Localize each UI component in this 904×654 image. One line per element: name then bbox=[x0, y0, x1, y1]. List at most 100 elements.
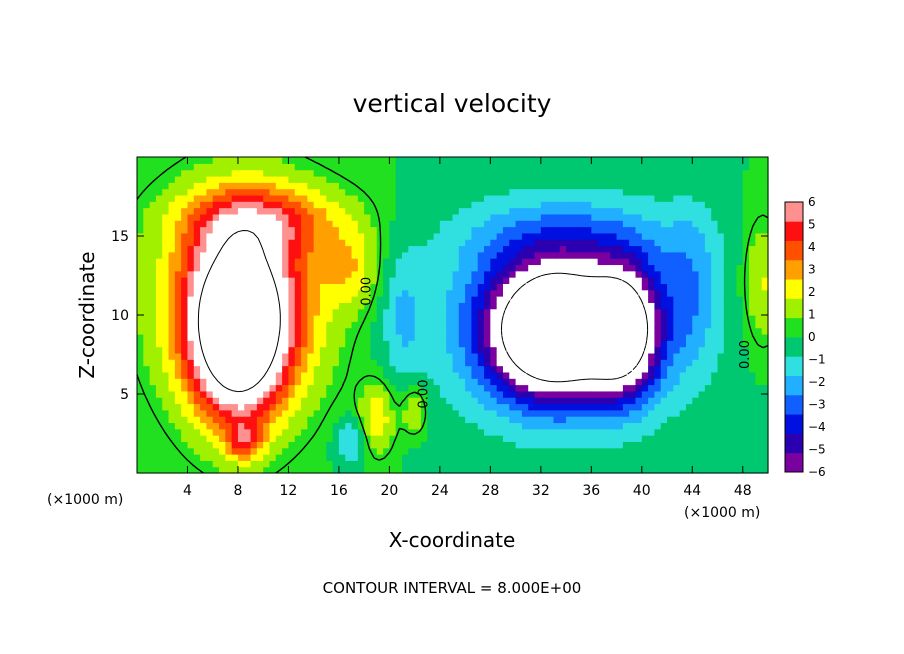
heatmap-cell bbox=[263, 416, 271, 424]
heatmap-cell bbox=[761, 182, 769, 190]
heatmap-cell bbox=[685, 378, 693, 386]
heatmap-cell bbox=[685, 390, 693, 398]
heatmap-cell bbox=[521, 371, 529, 379]
heatmap-cell bbox=[168, 251, 176, 259]
heatmap-cell bbox=[610, 194, 618, 202]
heatmap-cell bbox=[755, 371, 763, 379]
heatmap-cell bbox=[717, 157, 725, 164]
heatmap-cell bbox=[711, 163, 719, 171]
heatmap-cell bbox=[679, 397, 687, 405]
heatmap-cell bbox=[603, 447, 611, 455]
heatmap-cell bbox=[345, 460, 353, 468]
heatmap-cell bbox=[730, 397, 738, 405]
heatmap-cell bbox=[307, 321, 315, 329]
heatmap-cell bbox=[553, 169, 561, 177]
heatmap-cell bbox=[370, 207, 378, 215]
heatmap-cell bbox=[408, 365, 416, 373]
heatmap-cell bbox=[521, 169, 529, 177]
heatmap-cell bbox=[155, 270, 163, 278]
heatmap-cell bbox=[591, 188, 599, 196]
heatmap-cell bbox=[667, 422, 674, 430]
heatmap-cell bbox=[212, 397, 220, 405]
heatmap-cell bbox=[219, 182, 226, 190]
heatmap-cell bbox=[566, 403, 573, 411]
heatmap-cell bbox=[515, 359, 523, 367]
heatmap-cell bbox=[389, 296, 397, 303]
heatmap-cell bbox=[667, 397, 674, 405]
heatmap-cell bbox=[225, 302, 233, 310]
heatmap-cell bbox=[553, 352, 561, 360]
heatmap-cell bbox=[446, 169, 454, 177]
heatmap-cell bbox=[458, 283, 466, 291]
heatmap-cell bbox=[250, 264, 258, 272]
heatmap-cell bbox=[685, 454, 693, 461]
heatmap-cell bbox=[219, 188, 226, 196]
heatmap-cell bbox=[572, 194, 580, 202]
heatmap-cell bbox=[736, 403, 744, 411]
heatmap-cell bbox=[269, 220, 277, 228]
heatmap-cell bbox=[231, 384, 239, 392]
heatmap-cell bbox=[679, 428, 687, 436]
heatmap-cell bbox=[395, 251, 403, 259]
heatmap-cell bbox=[307, 201, 315, 209]
heatmap-cell bbox=[736, 175, 744, 183]
heatmap-cell bbox=[351, 409, 359, 417]
heatmap-cell bbox=[250, 277, 258, 284]
heatmap-cell bbox=[237, 258, 245, 266]
heatmap-cell bbox=[572, 163, 580, 171]
heatmap-cell bbox=[528, 403, 536, 411]
heatmap-cell bbox=[692, 264, 700, 272]
heatmap-cell bbox=[149, 201, 157, 209]
heatmap-cell bbox=[452, 454, 460, 461]
heatmap-cell bbox=[667, 169, 674, 177]
heatmap-cell bbox=[616, 201, 624, 209]
heatmap-cell bbox=[357, 283, 365, 291]
heatmap-cell bbox=[547, 454, 555, 461]
heatmap-cell bbox=[540, 365, 548, 373]
heatmap-cell bbox=[704, 352, 712, 360]
heatmap-cell bbox=[572, 333, 580, 341]
heatmap-cell bbox=[383, 283, 390, 291]
heatmap-cell bbox=[282, 277, 290, 284]
heatmap-cell bbox=[225, 346, 233, 354]
heatmap-cell bbox=[282, 359, 290, 367]
heatmap-cell bbox=[351, 182, 359, 190]
heatmap-cell bbox=[326, 352, 334, 360]
heatmap-cell bbox=[465, 277, 473, 284]
heatmap-cell bbox=[723, 194, 731, 202]
heatmap-cell bbox=[660, 346, 668, 354]
heatmap-cell bbox=[736, 397, 744, 405]
heatmap-cell bbox=[496, 201, 504, 209]
heatmap-cell bbox=[326, 327, 334, 335]
heatmap-cell bbox=[168, 207, 176, 215]
heatmap-cell bbox=[225, 352, 233, 360]
heatmap-cell bbox=[206, 277, 214, 284]
heatmap-cell bbox=[622, 194, 630, 202]
heatmap-cell bbox=[408, 397, 416, 405]
heatmap-cell bbox=[162, 264, 170, 272]
heatmap-cell bbox=[206, 239, 214, 247]
heatmap-cell bbox=[332, 245, 340, 253]
heatmap-cell bbox=[433, 435, 441, 442]
heatmap-cell bbox=[364, 435, 372, 442]
heatmap-cell bbox=[654, 226, 662, 234]
heatmap-cell bbox=[641, 264, 649, 272]
heatmap-cell bbox=[723, 365, 731, 373]
heatmap-cell bbox=[307, 277, 315, 284]
heatmap-cell bbox=[294, 409, 302, 417]
heatmap-cell bbox=[572, 409, 580, 417]
heatmap-cell bbox=[301, 289, 308, 297]
heatmap-cell bbox=[761, 207, 769, 215]
heatmap-cell bbox=[244, 251, 252, 259]
heatmap-cell bbox=[219, 194, 226, 202]
heatmap-cell bbox=[351, 220, 359, 228]
heatmap-cell bbox=[578, 422, 586, 430]
heatmap-cell bbox=[364, 169, 372, 177]
heatmap-cell bbox=[212, 232, 220, 240]
heatmap-cell bbox=[635, 460, 643, 468]
heatmap-cell bbox=[225, 340, 233, 348]
heatmap-cell bbox=[704, 340, 712, 348]
heatmap-cell bbox=[294, 359, 302, 367]
heatmap-cell bbox=[673, 416, 681, 424]
heatmap-cell bbox=[742, 239, 750, 247]
